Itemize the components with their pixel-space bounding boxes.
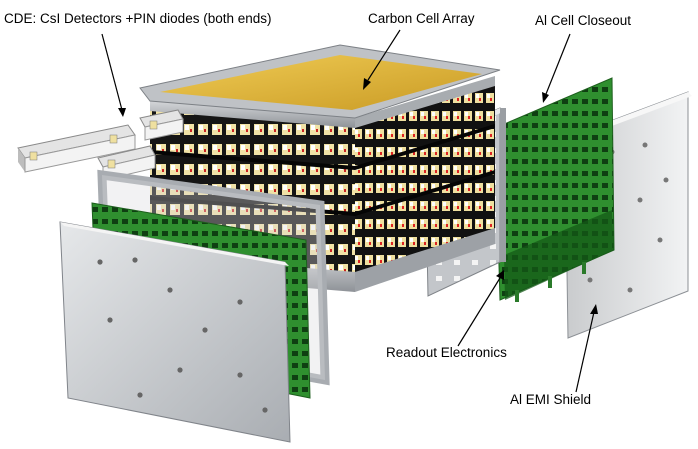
- leader-lines: [101, 29, 598, 393]
- label-carbon-cell-array: Carbon Cell Array: [368, 11, 475, 26]
- label-readout-electronics: Readout Electronics: [386, 345, 507, 360]
- al-emi-shield-left: [59, 221, 291, 443]
- cde-csi-detector-bars: [17, 109, 184, 181]
- readout-electronics-board-right: [494, 77, 615, 302]
- label-al-cell-closeout: Al Cell Closeout: [535, 13, 632, 28]
- label-al-emi-shield: Al EMI Shield: [510, 392, 592, 407]
- label-cde-detectors: CDE: CsI Detectors +PIN diodes (both end…: [4, 11, 272, 26]
- carbon-cell-array-block: [139, 44, 501, 292]
